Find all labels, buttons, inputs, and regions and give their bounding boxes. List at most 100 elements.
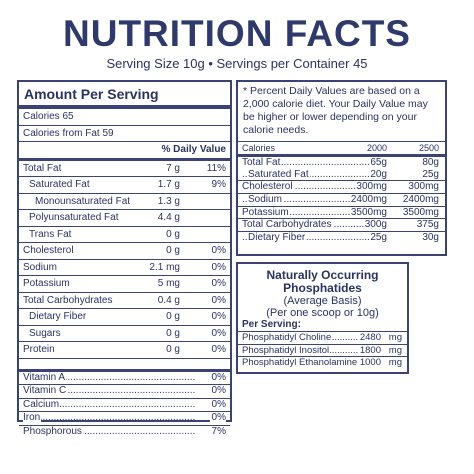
vitamin-name: Phosphorous [23,425,83,437]
dv-column-header: Calories 2000 2500 [238,141,445,157]
dv-2500: 25g [422,168,439,180]
section-divider [19,359,230,372]
nutrient-name: Total Carbohydrates [23,294,113,306]
dv-2000: 2400mg [349,194,387,206]
dot-leader: ........................................… [23,398,196,410]
vitamin-name: Vitamin C [23,385,68,397]
nutrient-row: Potassium 5 mg 0% [19,276,230,293]
vitamin-name: Vitamin A [23,371,67,383]
vitamin-pct: 0% [209,412,226,425]
phosphatide-amount: 1800 [357,344,381,356]
nutrient-row: Protein 0 g 0% [19,342,230,359]
nutrient-amount: 0 g [166,327,180,339]
phosphatides-title: Naturally Occurring Phosphatides [266,268,379,295]
dv-2500: 375g [416,219,439,231]
nutrient-pct: 0% [211,327,226,339]
nutrient-row: Polyunsaturated Fat 4.4 g [19,210,230,227]
daily-value-header: % Daily Value [19,142,230,161]
nutrient-name: Total Fat [23,162,62,174]
dv-name: Dietary Fiber [248,232,307,244]
nutrient-amount: 0 g [166,228,180,240]
nutrient-amount: 4.4 g [157,212,180,223]
nutrient-amount: 7 g [166,162,180,174]
phosphatide-unit: mg [388,344,402,356]
dv-2500: 30g [422,232,439,244]
col-2500: 2500 [418,143,439,153]
col-2000: 2000 [366,143,387,153]
nutrient-row: Monounsaturated Fat 1.3 g [19,194,230,210]
vitamin-pct: 0% [209,371,226,385]
nutrient-row: Dietary Fiber 0 g 0% [19,309,230,326]
phosphatide-row: ........................................… [238,344,407,357]
nutrition-panel: Amount Per Serving Calories 65 Calories … [17,80,232,439]
dv-2000: 20g [369,168,387,181]
nutrient-row: Total Carbohydrates 0.4 g 0% [19,293,230,309]
nutrient-name: Saturated Fat [29,179,90,190]
dv-row: ........................................… [238,218,445,232]
nutrient-name: Sodium [23,261,57,273]
dv-name: Total Fat [242,157,282,168]
vitamin-row: ........................................… [19,385,230,399]
dv-row: ........................................… [238,168,445,181]
dv-2500: 2400mg [402,194,439,206]
dv-2000: 25g [369,232,387,244]
nutrient-row: Total Fat 7 g 11% [19,161,230,177]
nutrient-pct: 11% [206,162,226,174]
vitamin-name: Iron [23,412,42,424]
nutrient-amount: 0.4 g [157,294,180,306]
nutrient-pct: 0% [211,294,226,306]
dv-2500: 3500mg [402,206,439,218]
vitamin-row: ........................................… [19,371,230,386]
nutrient-amount: 0 g [166,344,180,355]
dv-name: Potassium [242,206,290,218]
phosphatide-unit: mg [388,357,402,368]
nutrient-name: Trans Fat [29,228,72,240]
nutrient-row: Sodium 2.1 mg 0% [19,260,230,276]
calories-fat-row: Calories from Fat 59 [19,126,230,142]
phosphatide-name: Phosphatidyl Inositol [242,344,331,356]
nutrient-pct: 0% [211,245,226,256]
dv-name: Saturated Fat [248,168,310,180]
dot-leader: ........................................… [242,232,381,244]
nutrient-pct: 0% [211,344,226,355]
vitamin-row: ........................................… [19,398,230,413]
page-title: NUTRITION FACTS [63,13,411,54]
dot-leader: ........................................… [242,157,381,168]
vitamin-pct: 0% [209,385,226,398]
dv-2500: 80g [422,157,439,168]
dv-row: ........................................… [238,205,445,219]
nutrient-amount: 0 g [166,311,180,322]
nutrient-name: Cholesterol [23,245,74,256]
phosphatide-amount: 1000 [357,357,381,369]
nutrient-name: Monounsaturated Fat [35,195,131,207]
dv-2000: 3500mg [349,206,387,219]
phosphatide-row: ........................................… [238,357,407,369]
dv-2000: 300g [363,219,387,232]
vitamin-name: Calcium [23,398,61,410]
dv-name: Total Carbohydrates [242,219,333,231]
nutrient-name: Potassium [23,278,70,289]
vitamin-row: ........................................… [19,412,230,426]
nutrient-row: Cholesterol 0 g 0% [19,243,230,260]
dot-leader: ........................................… [242,168,381,180]
nutrient-name: Protein [23,344,55,355]
dot-leader: ........................................… [242,206,381,218]
dot-leader: ........................................… [23,425,196,437]
phosphatide-row: ........................................… [238,332,407,345]
phosphatides-basis: (Average Basis) [283,295,362,307]
per-serving-label: Per Serving: [238,319,407,332]
phosphatides-per: (Per one scoop or 10g) [266,307,379,319]
phosphatide-unit: mg [388,332,402,343]
vitamin-pct: 0% [209,398,226,412]
nutrient-pct: 0% [211,278,226,289]
dv-row: ........................................… [238,193,445,206]
nutrient-pct: 0% [211,261,226,273]
daily-value-note: * Percent Daily Values are based on a 2,… [243,85,428,136]
nutrient-amount: 1.7 g [157,179,180,190]
vitamin-row: ........................................… [19,425,230,439]
nutrient-row: Saturated Fat 1.7 g 9% [19,177,230,194]
dv-row: ........................................… [238,157,445,169]
dot-leader: ........................................… [23,371,196,383]
phosphatide-name: Phosphatidyl Choline [242,332,333,343]
phosphatides-panel: Naturally Occurring Phosphatides (Averag… [236,262,409,374]
